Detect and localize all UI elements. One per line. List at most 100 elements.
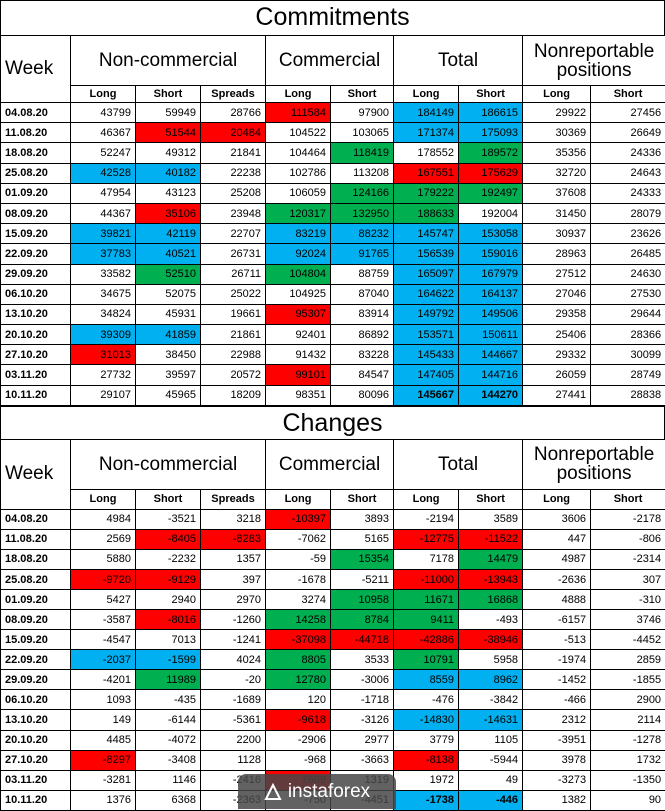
week-cell: 08.09.20 <box>1 203 71 223</box>
value-cell: 149506 <box>459 304 523 324</box>
value-cell: 4024 <box>201 650 266 670</box>
value-cell: -446 <box>459 790 523 810</box>
value-cell: 145667 <box>394 385 459 405</box>
value-cell: 30937 <box>523 224 591 244</box>
value-cell: 192497 <box>459 183 523 203</box>
value-cell: -3408 <box>136 750 201 770</box>
value-cell: 31450 <box>523 203 591 223</box>
value-cell: 5880 <box>71 549 136 569</box>
value-cell: 102786 <box>266 163 331 183</box>
value-cell: 149792 <box>394 304 459 324</box>
value-cell: 83219 <box>266 224 331 244</box>
value-cell: 1382 <box>523 790 591 810</box>
value-cell: 3274 <box>266 590 331 610</box>
value-cell: 28079 <box>591 203 665 223</box>
week-cell: 15.09.20 <box>1 630 71 650</box>
value-cell: -6157 <box>523 610 591 630</box>
sub-header: Short <box>136 489 201 509</box>
week-cell: 01.09.20 <box>1 590 71 610</box>
value-cell: 35106 <box>136 203 201 223</box>
value-cell: 95307 <box>266 304 331 324</box>
week-cell: 10.11.20 <box>1 385 71 405</box>
week-cell: 25.08.20 <box>1 570 71 590</box>
value-cell: 120 <box>266 690 331 710</box>
value-cell: -8016 <box>136 610 201 630</box>
value-cell: -3281 <box>71 770 136 790</box>
value-cell: 156539 <box>394 244 459 264</box>
value-cell: 1093 <box>71 690 136 710</box>
value-cell: 90 <box>591 790 665 810</box>
group-header: Total <box>394 439 523 489</box>
value-cell: 22238 <box>201 163 266 183</box>
value-cell: 3779 <box>394 730 459 750</box>
group-header: Total <box>394 36 523 86</box>
value-cell: 184149 <box>394 103 459 123</box>
value-cell: -3273 <box>523 770 591 790</box>
value-cell: 24333 <box>591 183 665 203</box>
value-cell: -1241 <box>201 630 266 650</box>
value-cell: 1376 <box>71 790 136 810</box>
value-cell: -13943 <box>459 570 523 590</box>
value-cell: 40182 <box>136 163 201 183</box>
value-cell: -4072 <box>136 730 201 750</box>
week-cell: 15.09.20 <box>1 224 71 244</box>
value-cell: 22988 <box>201 345 266 365</box>
value-cell: 144667 <box>459 345 523 365</box>
value-cell: -1350 <box>591 770 665 790</box>
value-cell: -2314 <box>591 549 665 569</box>
value-cell: 42119 <box>136 224 201 244</box>
value-cell: 45931 <box>136 304 201 324</box>
sub-header: Spreads <box>201 86 266 103</box>
value-cell: -14631 <box>459 710 523 730</box>
value-cell: 188633 <box>394 203 459 223</box>
value-cell: 84547 <box>331 365 394 385</box>
sub-header: Long <box>71 86 136 103</box>
week-cell: 06.10.20 <box>1 690 71 710</box>
week-cell: 18.08.20 <box>1 549 71 569</box>
value-cell: 27732 <box>71 365 136 385</box>
week-cell: 25.08.20 <box>1 163 71 183</box>
value-cell: -9129 <box>136 570 201 590</box>
value-cell: 2114 <box>591 710 665 730</box>
sub-header: Short <box>136 86 201 103</box>
value-cell: -435 <box>136 690 201 710</box>
value-cell: 3533 <box>331 650 394 670</box>
value-cell: 42528 <box>71 163 136 183</box>
week-cell: 04.08.20 <box>1 509 71 529</box>
value-cell: -7062 <box>266 529 331 549</box>
value-cell: 24643 <box>591 163 665 183</box>
value-cell: 34824 <box>71 304 136 324</box>
group-header: Nonreportable positions <box>523 36 665 86</box>
week-cell: 11.08.20 <box>1 123 71 143</box>
value-cell: 3218 <box>201 509 266 529</box>
value-cell: 91432 <box>266 345 331 365</box>
sub-header: Short <box>459 86 523 103</box>
value-cell: 38450 <box>136 345 201 365</box>
week-cell: 10.11.20 <box>1 790 71 810</box>
value-cell: 37783 <box>71 244 136 264</box>
group-header: Commercial <box>266 36 394 86</box>
value-cell: -3126 <box>331 710 394 730</box>
watermark-text: instaforex <box>288 781 370 802</box>
value-cell: 113208 <box>331 163 394 183</box>
value-cell: 29107 <box>71 385 136 405</box>
value-cell: 4987 <box>523 549 591 569</box>
sub-header: Short <box>331 489 394 509</box>
value-cell: 47954 <box>71 183 136 203</box>
value-cell: -513 <box>523 630 591 650</box>
week-cell: 22.09.20 <box>1 650 71 670</box>
value-cell: 111584 <box>266 103 331 123</box>
sub-header: Long <box>266 489 331 509</box>
value-cell: 49312 <box>136 143 201 163</box>
value-cell: 106059 <box>266 183 331 203</box>
value-cell: 5165 <box>331 529 394 549</box>
value-cell: 3893 <box>331 509 394 529</box>
week-cell: 27.10.20 <box>1 345 71 365</box>
value-cell: -3663 <box>331 750 394 770</box>
